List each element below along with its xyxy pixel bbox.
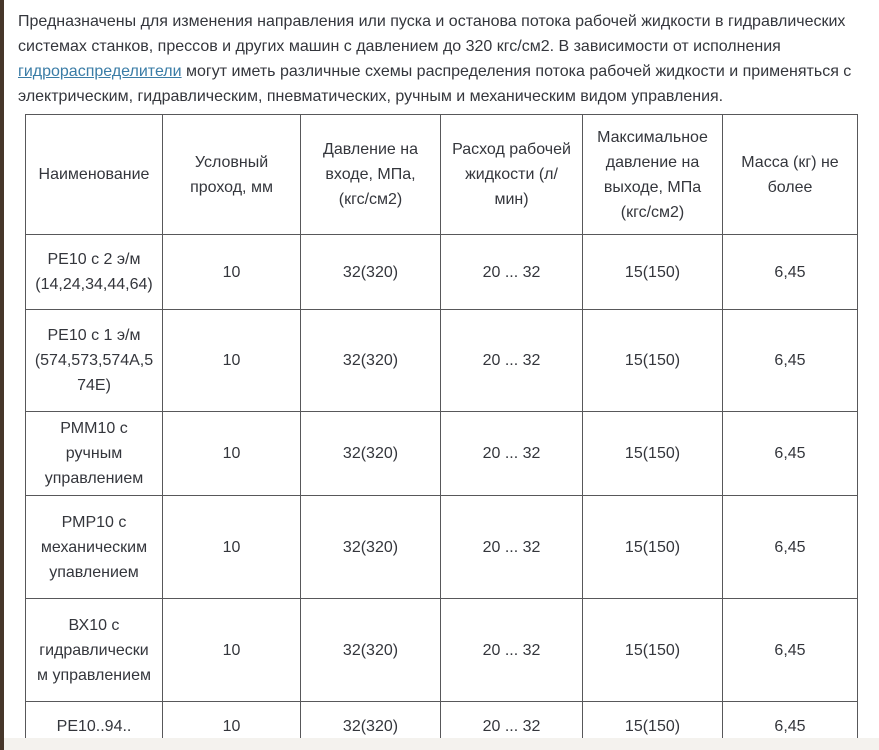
value-cell: 10 — [162, 495, 301, 599]
table-body: РЕ10 с 2 э/м (14,24,34,44,64) 10 32(320) 20… — [25, 234, 858, 750]
value-cell: 10 — [162, 411, 301, 496]
value-cell: 6,45 — [722, 495, 858, 599]
specs-table: Наименование Условный проход, мм Давление … — [25, 114, 858, 750]
value-cell: 15(150) — [582, 598, 723, 702]
column-header: Давление на входе, МПа, (кгс/см2) — [300, 114, 441, 235]
value-cell: 20 ... 32 — [440, 411, 583, 496]
column-header: Условный проход, мм — [162, 114, 301, 235]
value-cell: 20 ... 32 — [440, 234, 583, 310]
value-cell: 6,45 — [722, 309, 858, 412]
table-row: РЕ10 с 1 э/м (574,573,574А,574Е) 10 32(320… — [25, 309, 858, 412]
value-cell: 32(320) — [300, 309, 441, 412]
value-cell: 20 ... 32 — [440, 598, 583, 702]
name-cell: РЕ10 с 2 э/м (14,24,34,44,64) — [25, 234, 163, 310]
table-row: РМР10 с механическим упавлением 10 32(320)… — [25, 495, 858, 599]
table-row: РММ10 с ручным управлением 10 32(320) 20 ..… — [25, 411, 858, 496]
value-cell: 6,45 — [722, 598, 858, 702]
name-cell: РММ10 с ручным управлением — [25, 411, 163, 496]
value-cell: 32(320) — [300, 495, 441, 599]
value-cell: 10 — [162, 309, 301, 412]
below-table-strip — [4, 738, 879, 750]
value-cell: 32(320) — [300, 598, 441, 702]
value-cell: 10 — [162, 234, 301, 310]
column-header: Максимальное давление на выходе, МПа (кг… — [582, 114, 723, 235]
value-cell: 15(150) — [582, 495, 723, 599]
column-header: Наименование — [25, 114, 163, 235]
value-cell: 15(150) — [582, 234, 723, 310]
table-row: ВХ10 с гидравлическим управлением 10 32(32… — [25, 598, 858, 702]
value-cell: 32(320) — [300, 234, 441, 310]
value-cell: 6,45 — [722, 234, 858, 310]
value-cell: 15(150) — [582, 309, 723, 412]
name-cell: РМР10 с механическим упавлением — [25, 495, 163, 599]
value-cell: 20 ... 32 — [440, 309, 583, 412]
value-cell: 32(320) — [300, 411, 441, 496]
name-cell: РЕ10 с 1 э/м (574,573,574А,574Е) — [25, 309, 163, 412]
value-cell: 20 ... 32 — [440, 495, 583, 599]
value-cell: 10 — [162, 598, 301, 702]
column-header: Масса (кг) не более — [722, 114, 858, 235]
value-cell: 15(150) — [582, 411, 723, 496]
column-header: Расход рабочей жидкости (л/ мин) — [440, 114, 583, 235]
intro-text-before: Предназначены для изменения направления … — [18, 13, 846, 55]
name-cell: ВХ10 с гидравлическим управлением — [25, 598, 163, 702]
intro-paragraph: Предназначены для изменения направления … — [18, 9, 860, 109]
table-row: РЕ10 с 2 э/м (14,24,34,44,64) 10 32(320) 20… — [25, 234, 858, 310]
header-row: Наименование Условный проход, мм Давление … — [25, 114, 858, 235]
value-cell: 6,45 — [722, 411, 858, 496]
table-header: Наименование Условный проход, мм Давление … — [25, 114, 858, 235]
intro-text-after: могут иметь различные схемы распределени… — [18, 63, 852, 105]
hydro-distributors-link[interactable]: гидрораспределители — [18, 63, 182, 80]
